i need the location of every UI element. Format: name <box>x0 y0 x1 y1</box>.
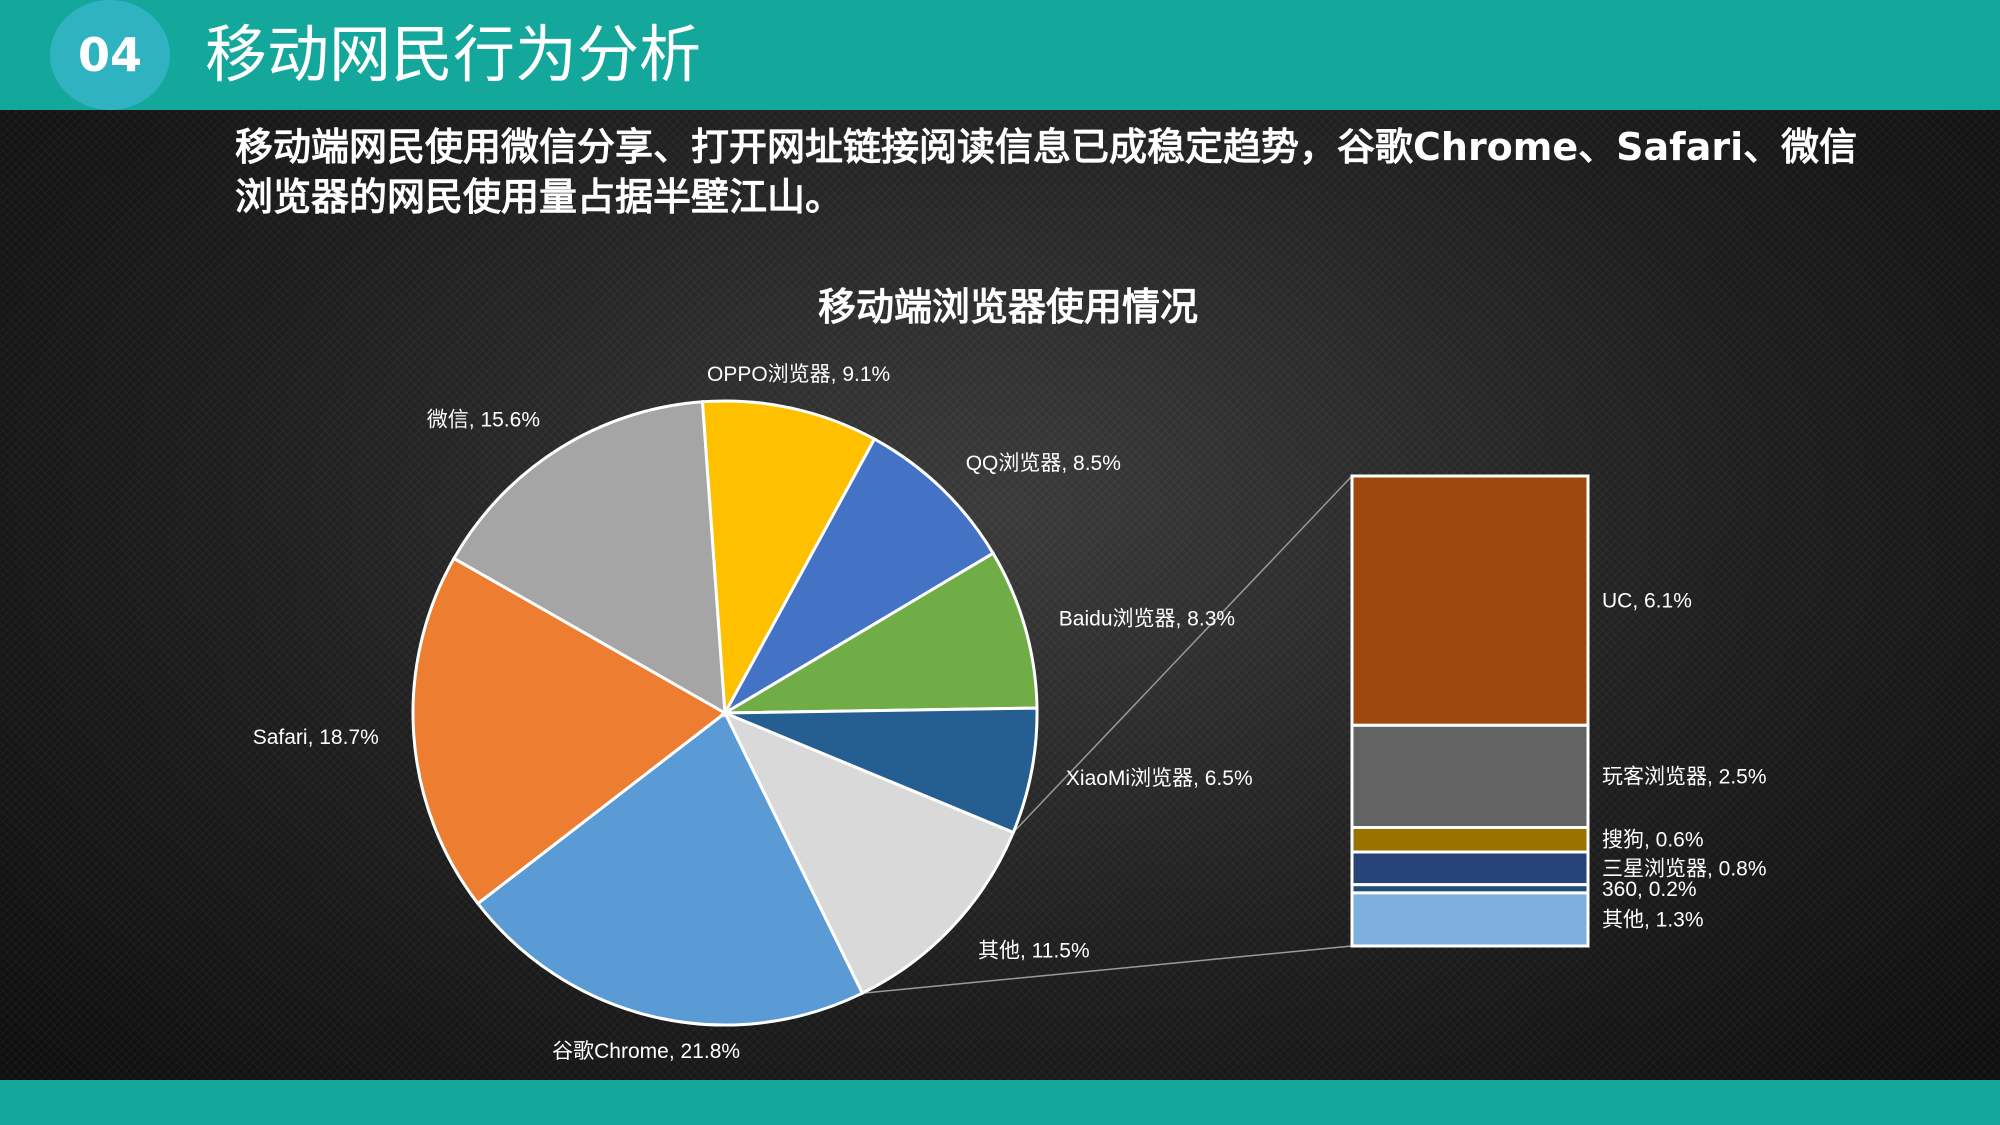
data-labels: 其他, 11.5% 谷歌Chrome, 21.8% Safari, 18.7% 微信,… <box>253 363 1767 1063</box>
pie-label-1: 谷歌Chrome, 21.8% <box>552 1040 740 1063</box>
pie-slice-7 <box>724 706 1039 835</box>
pie-slice-6 <box>719 551 1039 715</box>
bar-label-3: 三星浏览器, 0.8% <box>1602 857 1767 880</box>
pie-label-4: OPPO浏览器, 9.1% <box>707 363 890 386</box>
pie-slice-4 <box>700 399 877 719</box>
slide-subtitle: 移动端网民使用微信分享、打开网址链接阅读信息已成稳定趋势，谷歌Chrome、Sa… <box>235 125 1858 219</box>
bar-segment-1 <box>1350 723 1590 829</box>
pie-label-6: Baidu浏览器, 8.3% <box>1059 607 1235 630</box>
pie-slice-0 <box>721 710 1016 996</box>
pie-slice-5 <box>721 437 996 718</box>
page-title: 移动网民行为分析 <box>205 18 702 91</box>
connector-bottom <box>862 945 1353 994</box>
bar-label-0: UC, 6.1% <box>1602 590 1692 613</box>
bar-segment-5 <box>1350 891 1590 948</box>
bar-segment-2 <box>1350 826 1590 854</box>
bar-label-1: 玩客浏览器, 2.5% <box>1602 765 1767 788</box>
bar-label-4: 360, 0.2% <box>1602 878 1697 901</box>
pie-slice-3 <box>451 400 727 716</box>
pie-label-0: 其他, 11.5% <box>978 940 1090 963</box>
pie-slice-1 <box>475 710 865 1027</box>
bar-segment-0 <box>1350 474 1590 727</box>
pie-slice-2 <box>411 556 728 906</box>
stacked-bar <box>1350 474 1590 948</box>
pie-label-7: XiaoMi浏览器, 6.5% <box>1066 767 1253 790</box>
bar-segment-3 <box>1350 850 1590 887</box>
section-number-badge: 04 <box>50 0 170 110</box>
pie-label-3: 微信, 15.6% <box>427 408 540 431</box>
header-bar: 04 移动网民行为分析 <box>0 0 2000 110</box>
pie-label-5: QQ浏览器, 8.5% <box>966 452 1121 475</box>
connector-top <box>1012 475 1353 833</box>
pie-label-2: Safari, 18.7% <box>253 726 379 749</box>
connector-lines <box>862 475 1353 994</box>
chart-title: 移动端浏览器使用情况 <box>818 285 1198 329</box>
bar-label-2: 搜狗, 0.6% <box>1602 829 1704 852</box>
bar-label-5: 其他, 1.3% <box>1602 908 1704 931</box>
footer-bar <box>0 1080 2000 1125</box>
pie-slices <box>411 399 1039 1027</box>
